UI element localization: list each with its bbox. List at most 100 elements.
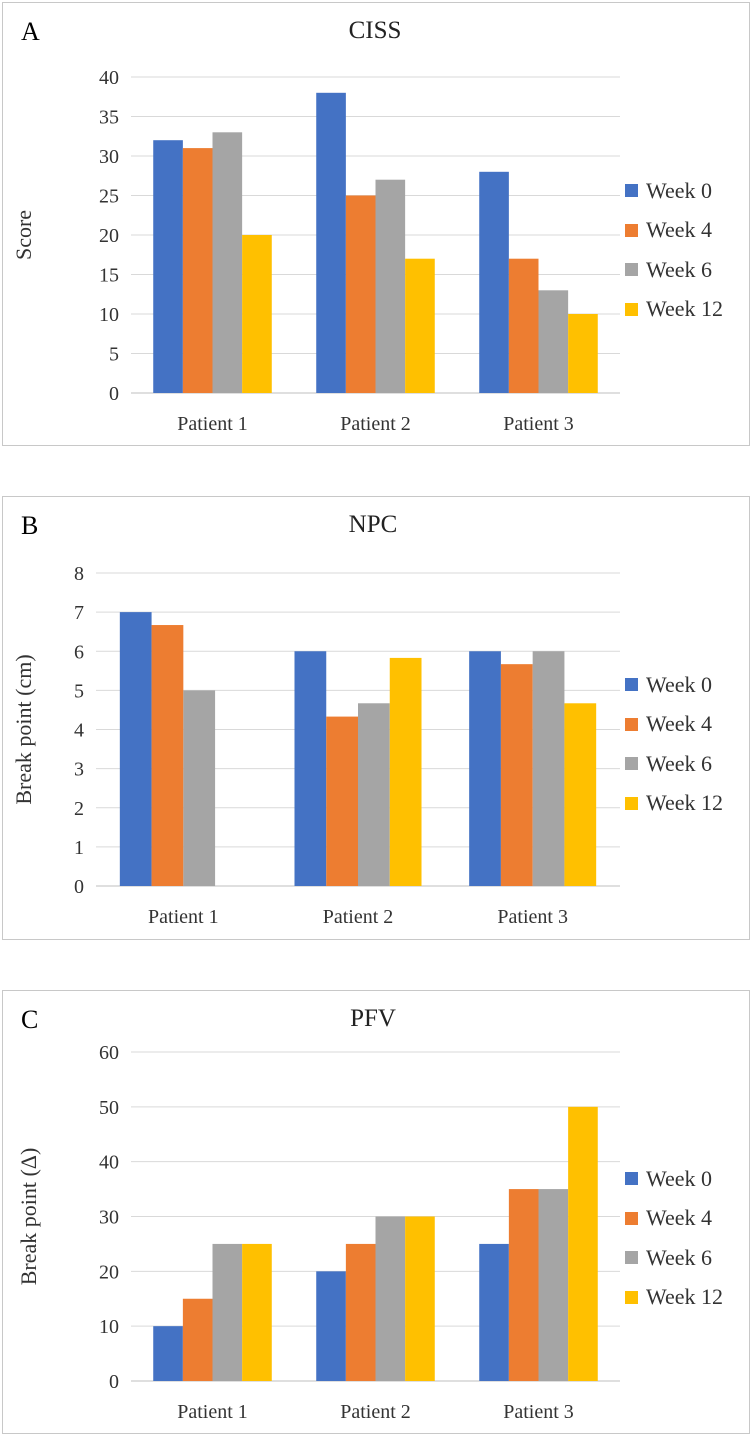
bar-week-4-patient-1	[182, 1298, 213, 1381]
bar-week-4-patient-2	[345, 195, 376, 393]
y-tick-label: 8	[74, 563, 84, 585]
legend-item: Week 4	[625, 211, 723, 251]
legend-item: Week 4	[625, 1199, 723, 1239]
panel-label: B	[21, 511, 39, 540]
y-tick-label: 5	[109, 344, 119, 366]
x-tick-label: Patient 1	[177, 1401, 248, 1423]
bar-week-0-patient-2	[316, 92, 346, 394]
legend-label: Week 6	[646, 256, 713, 282]
y-tick-label: 30	[99, 146, 119, 168]
bar-week-4-patient-3	[500, 664, 533, 886]
bar-week-0-patient-2	[294, 651, 327, 886]
y-axis-label: Score	[11, 210, 36, 260]
bar-week-12-patient-1	[242, 1243, 272, 1381]
bar-week-6-patient-1	[183, 690, 216, 886]
y-tick-label: 15	[99, 265, 119, 287]
legend-label: Week 0	[646, 1165, 713, 1191]
panel-label: C	[21, 1005, 39, 1034]
legend-swatch	[625, 1172, 638, 1186]
y-tick-label: 60	[99, 1042, 119, 1064]
bar-week-12-patient-2	[405, 1216, 435, 1381]
legend-swatch	[625, 1211, 638, 1225]
bar-week-12-patient-3	[568, 314, 598, 393]
y-tick-label: 10	[99, 1316, 119, 1338]
y-tick-label: 0	[109, 1371, 119, 1393]
legend-swatch	[625, 757, 638, 771]
bar-week-6-patient-1	[212, 132, 243, 394]
bar-week-4-patient-3	[508, 1189, 539, 1381]
bar-week-6-patient-3	[538, 290, 569, 393]
bar-week-0-patient-1	[153, 140, 183, 393]
legend-item: Week 4	[625, 705, 723, 745]
chart-title: CISS	[348, 17, 402, 44]
y-tick-label: 6	[74, 641, 84, 663]
legend-label: Week 6	[646, 750, 713, 776]
y-tick-label: 20	[99, 1261, 119, 1283]
legend-label: Week 4	[646, 1205, 713, 1231]
x-tick-label: Patient 2	[340, 413, 411, 435]
x-tick-label: Patient 2	[323, 906, 394, 928]
bar-week-4-patient-3	[508, 258, 539, 393]
bar-week-4-patient-2	[345, 1243, 376, 1381]
bar-week-4-patient-2	[326, 716, 358, 886]
legend-swatch	[625, 1251, 638, 1265]
legend-label: Week 0	[646, 671, 713, 697]
legend-label: Week 4	[646, 711, 713, 737]
y-axis-label: Break point (Δ)	[16, 1148, 41, 1286]
y-tick-label: 50	[99, 1097, 119, 1119]
y-tick-label: 0	[74, 876, 84, 898]
legend-label: Week 4	[646, 217, 713, 243]
y-tick-label: 0	[109, 383, 119, 405]
y-tick-label: 25	[99, 186, 119, 208]
legend-swatch	[625, 223, 638, 237]
bar-week-0-patient-3	[469, 651, 501, 886]
bar-week-0-patient-2	[316, 1271, 346, 1381]
legend-item: Week 0	[625, 665, 723, 705]
y-tick-label: 20	[99, 225, 119, 247]
legend-item: Week 0	[625, 1159, 723, 1199]
x-tick-label: Patient 3	[503, 1401, 574, 1423]
legend-label: Week 12	[646, 296, 724, 322]
y-tick-label: 1	[74, 837, 84, 859]
bar-week-12-patient-1	[242, 235, 272, 393]
legend-item: Week 12	[625, 784, 723, 824]
x-tick-label: Patient 1	[177, 413, 248, 435]
x-tick-label: Patient 3	[503, 413, 574, 435]
legend-item: Week 12	[625, 1278, 723, 1318]
bar-week-6-patient-1	[212, 1243, 243, 1381]
chart-panel-npc: 0 1 2 3 4 5 6 7 8 Break point (cm) Patient 1 Patien…	[2, 496, 750, 940]
bar-week-6-patient-2	[375, 1216, 406, 1381]
y-tick-label: 2	[74, 798, 84, 820]
chart-legend: Week 0 Week 4 Week 6 Week 12	[625, 665, 723, 823]
legend-swatch	[625, 263, 638, 277]
y-tick-label: 3	[74, 759, 84, 781]
bar-week-0-patient-3	[479, 171, 509, 393]
bar-week-6-patient-2	[358, 703, 390, 886]
bar-week-0-patient-1	[119, 612, 152, 886]
bar-week-6-patient-3	[538, 1189, 569, 1381]
chart-legend: Week 0 Week 4 Week 6 Week 12	[625, 171, 723, 329]
y-axis-label: Break point (cm)	[11, 654, 36, 804]
legend-item: Week 12	[625, 290, 723, 330]
chart-plot-pfv: 0 10 20 30 40 50 60 Break point (Δ) Patient 1 Pat…	[16, 1042, 620, 1423]
legend-swatch	[625, 678, 638, 692]
legend-label: Week 0	[646, 177, 713, 203]
x-tick-label: Patient 1	[148, 906, 219, 928]
x-tick-label: Patient 3	[497, 906, 568, 928]
chart-title: NPC	[348, 511, 398, 538]
chart-title: PFV	[350, 1005, 396, 1032]
y-tick-label: 7	[74, 602, 84, 624]
legend-item: Week 6	[625, 744, 723, 784]
bar-week-0-patient-1	[153, 1326, 183, 1381]
chart-plot-npc: 0 1 2 3 4 5 6 7 8 Break point (cm) Patient 1 Patien…	[11, 563, 620, 928]
bar-week-12-patient-3	[568, 1106, 598, 1381]
y-tick-label: 35	[99, 107, 119, 129]
chart-plot-ciss: 0 5 10 15 20 25 30 35 40 Score Patient 1 Patient 2 P…	[11, 67, 620, 435]
chart-legend: Week 0 Week 4 Week 6 Week 12	[625, 1159, 723, 1317]
bar-week-0-patient-3	[479, 1243, 509, 1381]
bar-week-4-patient-1	[151, 625, 184, 886]
y-tick-label: 30	[99, 1207, 119, 1229]
bar-week-12-patient-3	[564, 703, 597, 886]
legend-item: Week 0	[625, 171, 723, 211]
x-tick-label: Patient 2	[340, 1401, 411, 1423]
